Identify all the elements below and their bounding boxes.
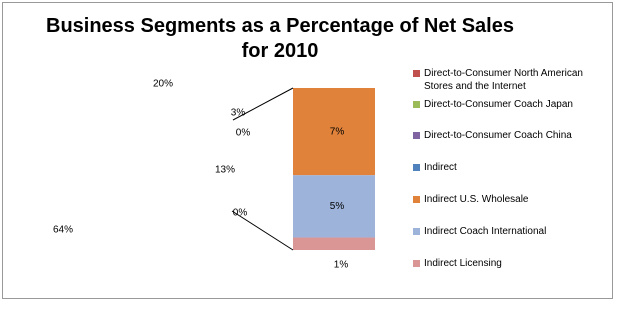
bar-data-label: 1% [334,260,349,271]
legend-swatch [413,260,420,267]
bar-data-label: 5% [330,201,345,212]
pie-slice [150,80,227,160]
bar-segment [293,175,375,238]
legend-swatch [413,228,420,235]
connector-line [232,87,294,121]
legend-swatch [413,196,420,203]
legend-label: Indirect U.S. Wholesale [424,194,529,205]
pie-slice [150,135,230,160]
legend-entry: Direct-to-Consumer Coach Japan [413,98,603,111]
bar-data-label: 7% [330,126,345,137]
pie-data-label: 20% [153,79,173,90]
legend-label: Indirect Licensing [424,258,502,269]
legend-entry: Indirect Licensing [413,257,603,270]
legend-label: Direct-to-Consumer Coach China [424,130,572,141]
legend-swatch [413,164,420,171]
legend-label: Direct-to-Consumer North American Stores… [424,68,583,92]
legend-entry: Indirect U.S. Wholesale [413,193,603,206]
bar-segment [293,88,375,176]
legend-entry: Indirect [413,161,603,174]
legend-entry: Direct-to-Consumer Coach China [413,129,603,142]
legend-swatch [413,132,420,139]
pie-slice [70,80,212,241]
legend-label: Direct-to-Consumer Coach Japan [424,99,573,110]
legend-swatch [413,101,420,108]
bar-segment [293,237,375,250]
legend-label: Indirect [424,162,457,173]
legend-entry: Direct-to-Consumer North American Stores… [413,67,603,93]
connector-line [231,210,294,251]
pie-data-label: 13% [215,165,235,176]
pie-slice [150,149,230,211]
pie-data-label: 64% [53,225,73,236]
pie-data-label: 0% [236,128,251,139]
legend-label: Indirect Coach International [424,226,547,237]
chart-title: Business Segments as a Percentage of Net… [46,15,514,62]
pie-data-label: 3% [231,108,246,119]
legend-entry: Indirect Coach International [413,225,603,238]
pie-data-label: 0% [233,208,248,219]
legend-swatch [413,70,420,77]
